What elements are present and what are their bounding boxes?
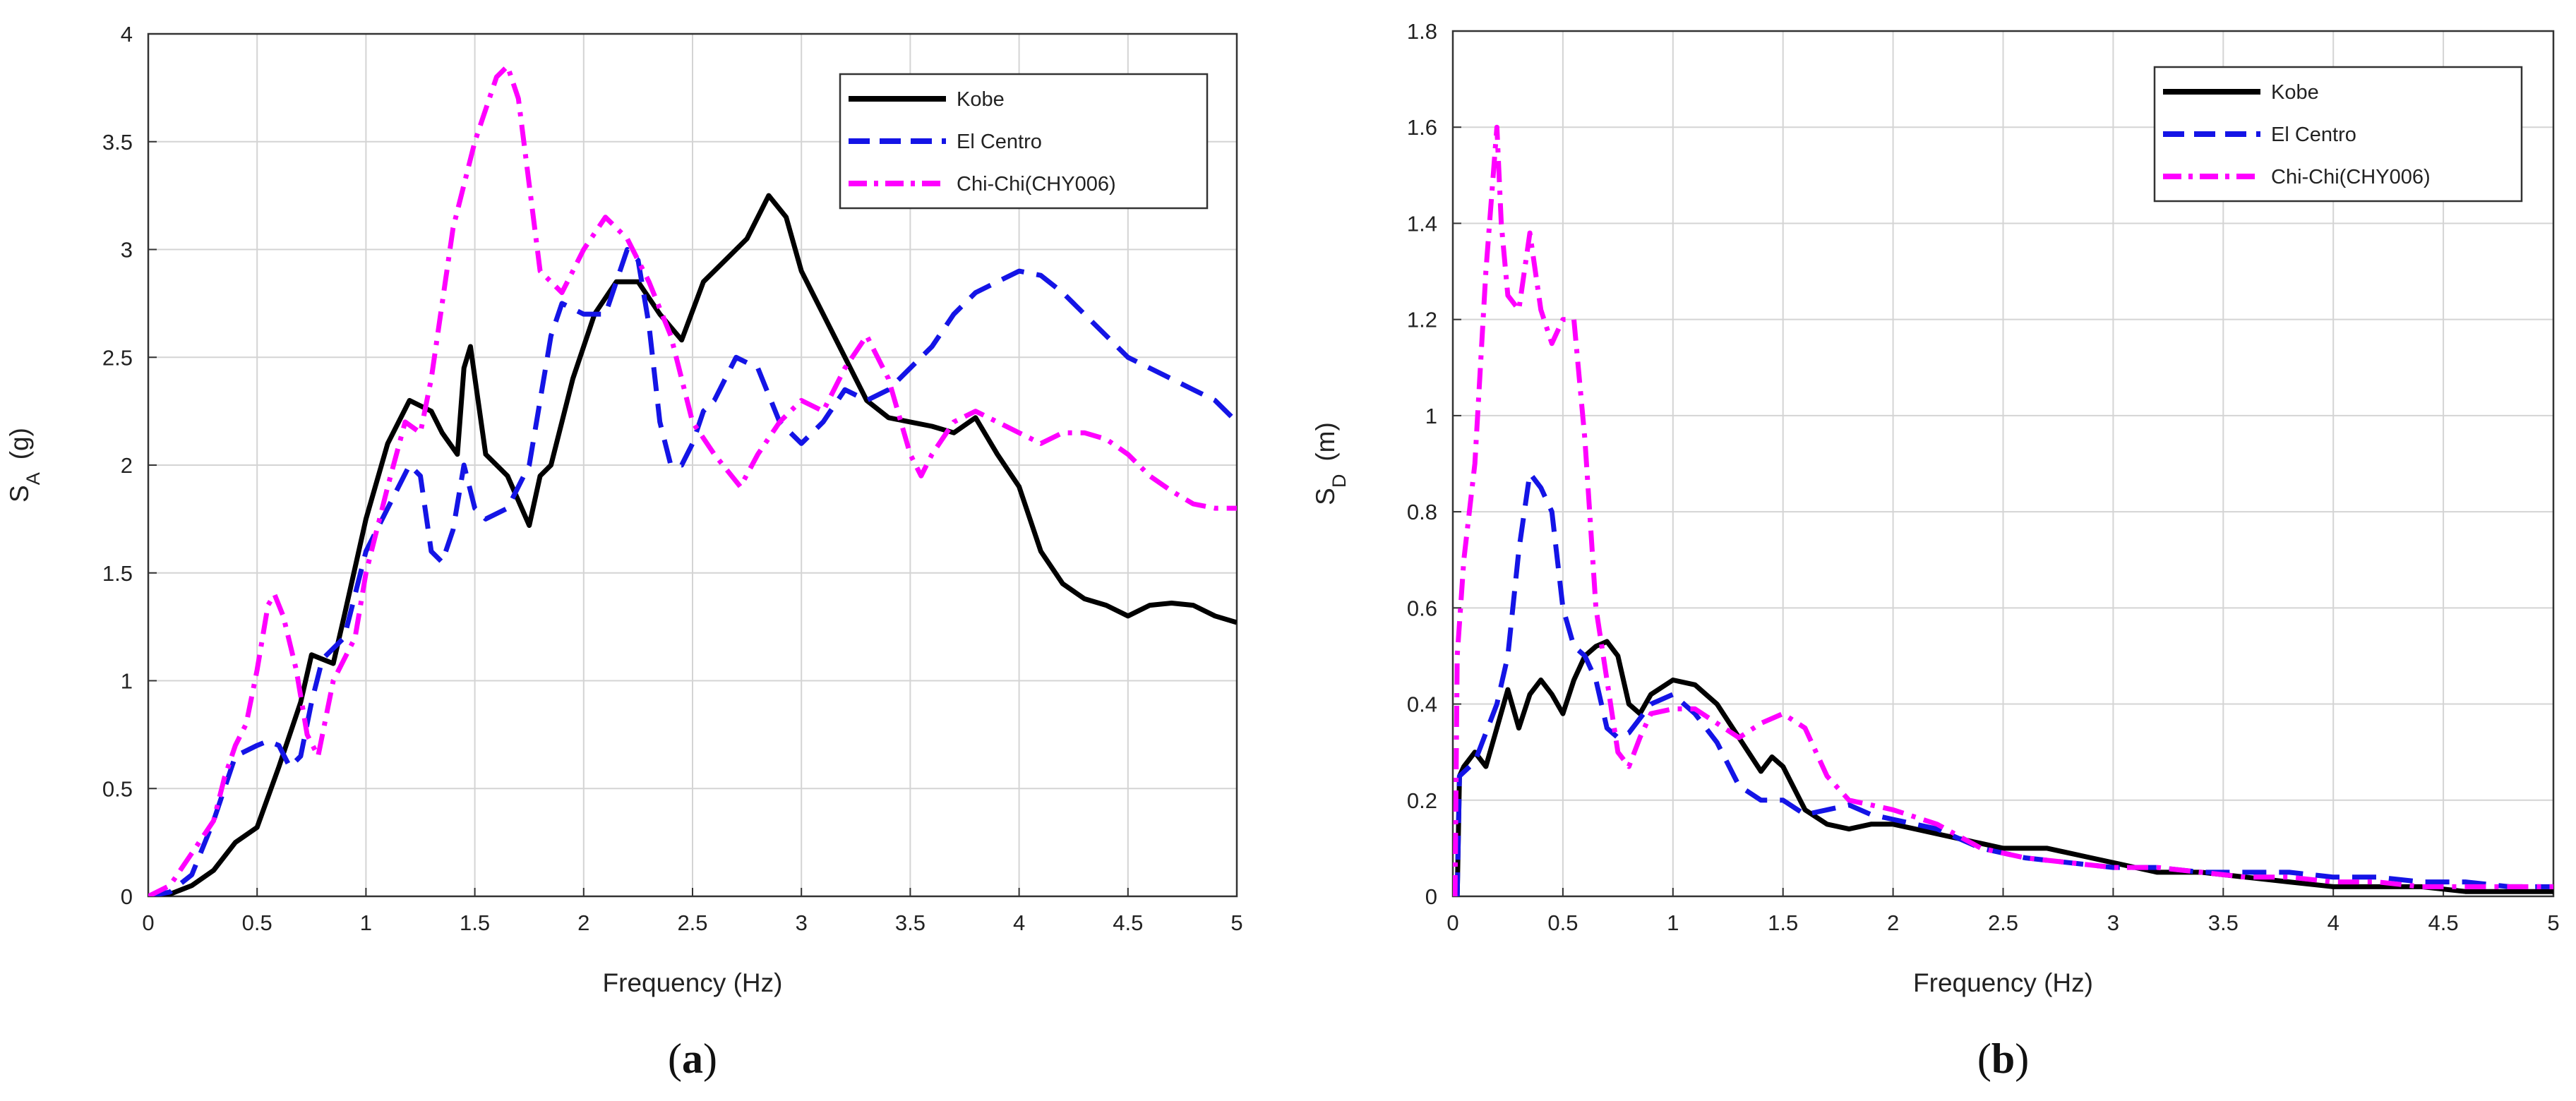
y-axis-title-symbol: S [5,485,34,503]
y-axis-ticks: 0 0.5 1 1.5 2 2.5 3 3.5 4 [102,22,157,909]
caption-open-paren: ( [668,1035,682,1082]
x-tick-label: 5 [2547,910,2559,935]
y-tick-label: 0.2 [1407,788,1437,813]
panel-b: 0 0.5 1 1.5 2 2.5 3 3.5 4 4.5 5 0 0.2 0.4 0.6 0.8 1 1.2 1.… [1311,19,2560,1082]
x-tick-label: 2.5 [1988,910,2018,935]
y-tick-label: 0 [1425,884,1437,909]
y-tick-label: 0.4 [1407,692,1437,717]
y-tick-label: 0.5 [102,776,133,801]
y-axis-title-unit: (g) [5,428,34,459]
series-line-el-centro [1454,471,2553,896]
legend-label: Chi-Chi(CHY006) [2271,166,2431,188]
panel-a: 0 0.5 1 1.5 2 2.5 3 3.5 4 4.5 5 0 0.5 1 1.5 2 2.5 3 3.5 4 Fr… [5,22,1243,1082]
y-axis-title: SA (g) [5,428,44,503]
x-tick-label: 3.5 [895,910,925,935]
x-axis-ticks: 0 0.5 1 1.5 2 2.5 3 3.5 4 4.5 5 [142,888,1243,935]
y-tick-label: 3.5 [102,130,133,155]
legend-label: El Centro [2271,124,2356,146]
panel-caption: (b) [1977,1035,2029,1082]
y-tick-label: 3 [121,238,133,263]
caption-close-paren: ) [703,1035,717,1082]
x-axis-title: Frequency (Hz) [603,968,783,997]
y-axis-ticks: 0 0.2 0.4 0.6 0.8 1 1.2 1.4 1.6 1.8 [1407,19,1461,909]
x-tick-label: 2 [577,910,589,935]
x-tick-label: 4.5 [2428,910,2459,935]
grid-lines [148,34,1237,896]
legend-label: Chi-Chi(CHY006) [957,173,1116,195]
y-tick-label: 1.8 [1407,19,1437,44]
legend: Kobe El Centro Chi-Chi(CHY006) [839,73,1209,210]
x-axis-title: Frequency (Hz) [1913,968,2093,997]
y-tick-label: 1 [121,669,133,694]
x-tick-label: 5 [1230,910,1242,935]
legend-label: Kobe [2271,81,2319,104]
grid-lines [1453,31,2553,896]
x-tick-label: 0 [142,910,154,935]
series-line-chi-chi-chy006 [148,64,1237,896]
series-line-el-centro [148,247,1237,896]
series-line-kobe [1454,639,2553,896]
y-tick-label: 2.5 [102,345,133,370]
x-tick-label: 4.5 [1113,910,1143,935]
y-tick-label: 2 [121,453,133,478]
y-tick-label: 4 [121,22,133,47]
y-tick-label: 1.6 [1407,115,1437,140]
y-tick-label: 1.5 [102,561,133,586]
series-group [148,64,1237,896]
x-tick-label: 0.5 [242,910,272,935]
x-tick-label: 1 [1667,910,1679,935]
y-tick-label: 1.2 [1407,308,1437,332]
y-tick-label: 0 [121,884,133,909]
y-tick-label: 1 [1425,404,1437,428]
caption-letter: a [682,1035,703,1082]
x-tick-label: 0 [1446,910,1458,935]
x-tick-label: 2.5 [677,910,707,935]
x-tick-label: 4 [1013,910,1025,935]
series-line-kobe [148,193,1237,896]
y-tick-label: 0.8 [1407,500,1437,524]
y-axis-title-subscript: D [1329,474,1350,488]
x-tick-label: 4 [2328,910,2340,935]
x-tick-label: 1.5 [460,910,490,935]
x-tick-label: 1.5 [1768,910,1798,935]
y-tick-label: 0.6 [1407,596,1437,620]
series-group [1453,124,2553,896]
caption-close-paren: ) [2015,1035,2029,1082]
x-tick-label: 0.5 [1547,910,1578,935]
panel-caption: (a) [668,1035,717,1082]
x-tick-label: 3 [796,910,808,935]
y-axis-title-subscript: A [23,472,44,485]
legend-label: El Centro [957,131,1042,153]
x-tick-label: 3.5 [2208,910,2239,935]
y-axis-title: SD (m) [1311,422,1350,505]
x-axis-ticks: 0 0.5 1 1.5 2 2.5 3 3.5 4 4.5 5 [1446,888,2560,935]
y-axis-title-symbol: S [1311,488,1340,505]
caption-letter: b [1991,1035,2015,1082]
legend: Kobe El Centro Chi-Chi(CHY006) [2153,66,2523,203]
y-axis-title-unit: (m) [1311,422,1340,461]
x-tick-label: 2 [1887,910,1899,935]
series-line-chi-chi-chy006 [1453,124,2553,896]
caption-open-paren: ( [1977,1035,1991,1082]
x-tick-label: 3 [2107,910,2119,935]
legend-label: Kobe [957,88,1005,111]
x-tick-label: 1 [360,910,372,935]
y-tick-label: 1.4 [1407,211,1437,236]
